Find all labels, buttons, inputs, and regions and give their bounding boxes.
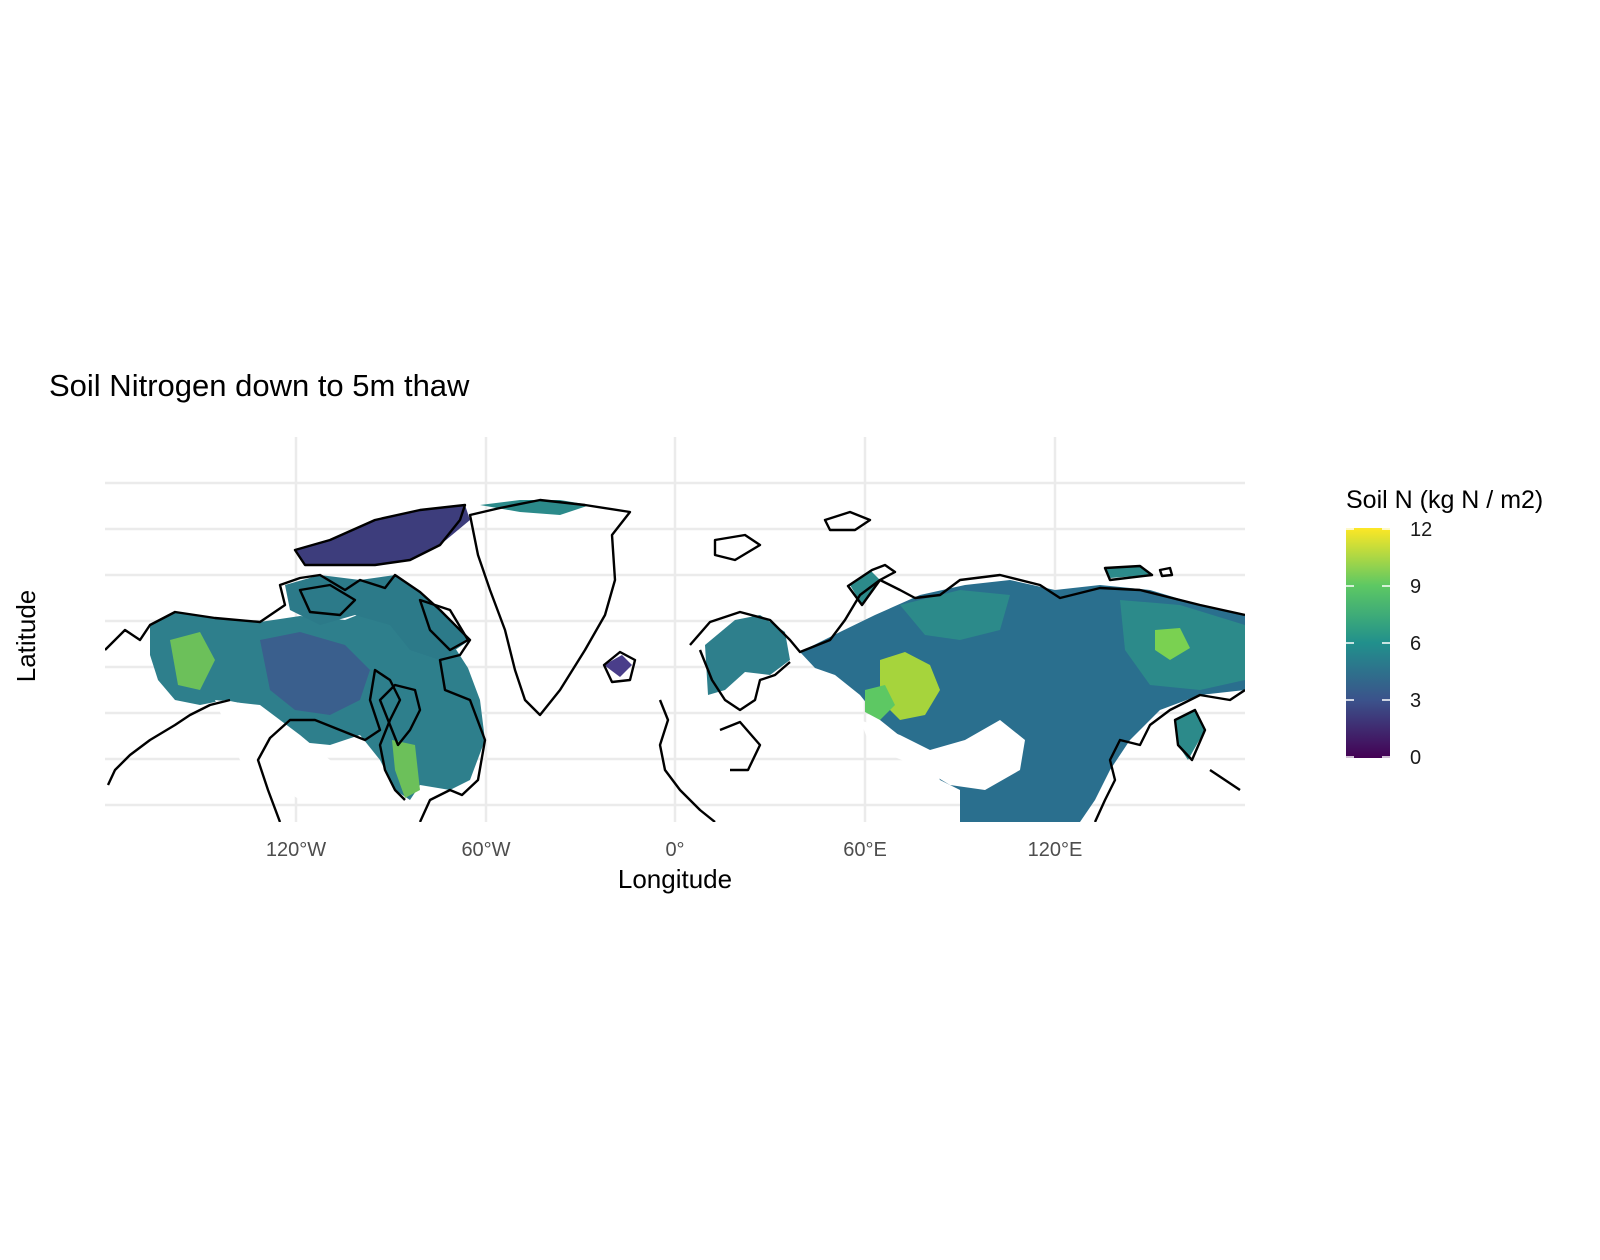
east-arctic-islands-coastline xyxy=(1103,564,1174,582)
north-america-coastline xyxy=(105,573,487,822)
x-tick-label: 60°E xyxy=(843,839,887,861)
legend-ticks xyxy=(1346,528,1390,758)
scandinavia-raster xyxy=(705,615,790,695)
novaya-zemlya-coastline xyxy=(846,563,897,607)
iceland-coastline xyxy=(602,650,637,684)
greenland-coastline xyxy=(468,498,632,717)
kamchatka-raster xyxy=(1175,710,1205,760)
high-arctic-raster xyxy=(295,505,470,565)
hudson-green-patch xyxy=(392,740,420,798)
x-axis-ticks: 120°W 60°W 0° 60°E 120°E xyxy=(266,839,1082,861)
west-siberia-green-patch xyxy=(865,685,895,720)
west-siberia-bright-patch xyxy=(880,652,940,720)
chart-title: Soil Nitrogen down to 5m thaw xyxy=(49,368,470,403)
legend-title: Soil N (kg N / m2) xyxy=(1346,486,1543,514)
baffin-coastline xyxy=(418,598,470,652)
svalbard-coastline xyxy=(823,510,872,532)
alaska-green-patch xyxy=(170,632,215,690)
iceland-raster xyxy=(604,655,632,677)
x-tick-label: 120°E xyxy=(1028,839,1083,861)
europe-coastline xyxy=(658,533,1245,822)
canada-gap xyxy=(215,700,360,800)
east-arctic-islands-raster xyxy=(1105,566,1150,578)
x-tick-label: 120°W xyxy=(266,839,326,861)
legend-label: 3 xyxy=(1410,690,1421,712)
soil-nitrogen-raster xyxy=(150,500,1245,822)
y-axis-title: Latitude xyxy=(11,590,41,683)
arctic-island-2-coastline xyxy=(298,583,357,617)
asia-pacific-coastline xyxy=(1093,689,1245,822)
legend-label: 12 xyxy=(1410,519,1432,541)
legend-label: 9 xyxy=(1410,576,1421,598)
east-siberia-bright-patch xyxy=(1155,628,1190,660)
x-tick-label: 0° xyxy=(665,839,684,861)
x-tick-label: 60°W xyxy=(461,839,510,861)
legend-label: 0 xyxy=(1410,747,1421,769)
legend: Soil N (kg N / m2) 12 9 6 3 0 xyxy=(1346,486,1543,769)
legend-label: 6 xyxy=(1410,633,1421,655)
eurasia-raster-teal xyxy=(900,590,1010,640)
greenland-raster xyxy=(480,500,590,515)
novaya-zemlya-raster xyxy=(850,570,880,605)
x-axis-title: Longitude xyxy=(618,864,732,894)
coastlines xyxy=(105,498,1245,822)
steppe-gap xyxy=(860,720,1025,790)
north-america-raster-inner xyxy=(260,632,370,715)
arctic-islands-coastline xyxy=(293,503,467,567)
hudson-bay-coastline xyxy=(378,683,422,747)
